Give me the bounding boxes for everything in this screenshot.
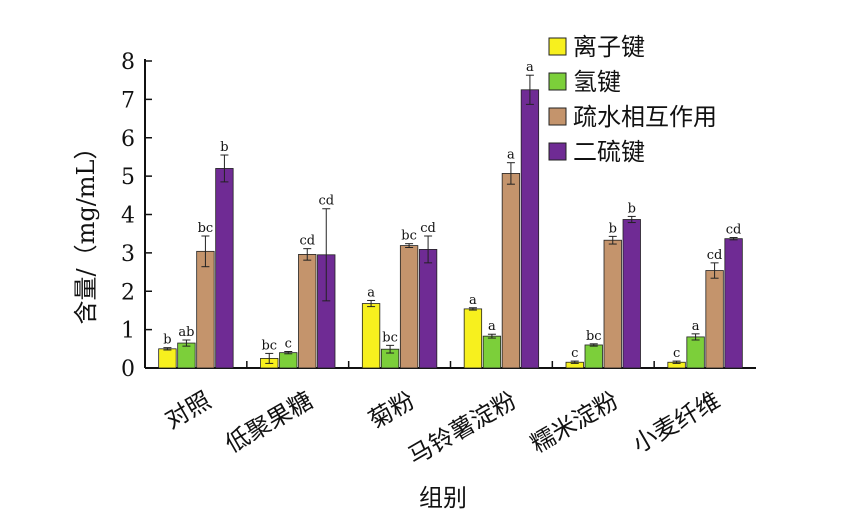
significance-label: a: [692, 319, 700, 334]
bar: [177, 342, 196, 369]
bar: [482, 335, 502, 369]
x-axis-title: 组别: [419, 484, 467, 512]
bar: [158, 348, 177, 369]
significance-label: ab: [178, 325, 194, 340]
significance-label: b: [220, 140, 228, 155]
legend-swatch: [548, 72, 567, 91]
x-category-label: 糯米淀粉: [526, 386, 623, 458]
x-category-label: 低聚果糖: [220, 386, 317, 458]
x-category-label: 菊粉: [364, 386, 420, 434]
significance-label: a: [367, 285, 375, 300]
legend-swatch: [548, 107, 567, 126]
bar: [584, 344, 603, 369]
significance-label: bc: [586, 329, 602, 344]
axes: 0 1 2 3 4 5 6 7 8: [121, 50, 756, 382]
significance-label: b: [163, 333, 171, 348]
significance-label: cd: [420, 221, 436, 236]
y-tick-label: 8: [121, 50, 135, 75]
significance-label: a: [469, 293, 477, 308]
y-tick-label: 4: [121, 204, 135, 229]
significance-label: cd: [726, 223, 742, 238]
significance-label: cd: [318, 194, 334, 209]
significance-label: cd: [299, 234, 315, 249]
bar: [418, 249, 438, 369]
bar: [298, 254, 317, 369]
y-tick-label: 2: [121, 280, 135, 305]
significance-label: cd: [707, 248, 723, 263]
y-tick-label: 1: [121, 319, 135, 344]
y-tick-label: 6: [121, 127, 135, 152]
bar: [279, 352, 298, 369]
legend-label: 二硫键: [573, 138, 645, 166]
significance-label: bc: [382, 330, 398, 345]
bar: [520, 89, 540, 369]
bar: [196, 250, 215, 369]
y-tick-label: 5: [121, 165, 135, 190]
significance-label: a: [488, 319, 496, 334]
bar: [705, 270, 724, 369]
significance-label: bc: [198, 221, 214, 236]
significance-label: bc: [401, 229, 417, 244]
legend-swatch: [548, 37, 567, 56]
y-axis-title: 含量/（mg/mL）: [72, 136, 100, 325]
y-tick-label: 3: [121, 242, 135, 267]
bar: [463, 308, 483, 369]
bar: [215, 168, 234, 369]
legend-swatch: [548, 142, 567, 161]
significance-label: b: [628, 201, 636, 216]
significance-label: b: [609, 221, 617, 236]
y-tick-label: 0: [121, 357, 135, 382]
significance-label: a: [507, 148, 515, 163]
x-category-label: 马铃薯淀粉: [403, 386, 521, 470]
bars: [158, 74, 743, 369]
bar: [501, 173, 521, 369]
significance-label: c: [571, 346, 578, 361]
x-category-label: 小麦纤维: [628, 386, 725, 458]
bar: [686, 336, 705, 369]
legend-label: 氢键: [573, 68, 621, 96]
legend-label: 疏水相互作用: [573, 103, 717, 131]
x-category-label: 对照: [160, 386, 216, 434]
significance-label: c: [673, 346, 680, 361]
bar: [603, 239, 622, 369]
significance-label: c: [285, 336, 292, 351]
legend-label: 离子键: [573, 33, 645, 61]
bar: [399, 245, 419, 369]
bar: [622, 219, 641, 369]
bar: [724, 238, 743, 369]
significance-label: bc: [261, 338, 277, 353]
significance-label: a: [526, 60, 534, 75]
y-tick-label: 7: [121, 88, 135, 113]
bar: [361, 303, 381, 369]
